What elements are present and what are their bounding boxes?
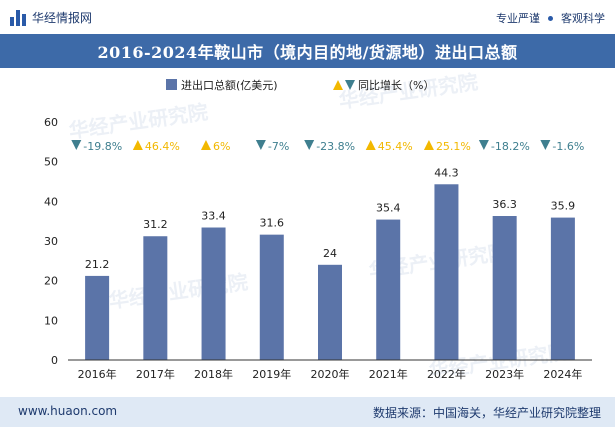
footer-url[interactable]: www.huaon.com (18, 404, 118, 418)
brand-logo-icon (10, 9, 26, 26)
bar (85, 275, 110, 360)
x-tick-label: 2016年 (78, 367, 117, 381)
bar (376, 219, 401, 360)
legend-bar-label: 进出口总额(亿美元) (181, 78, 278, 92)
growth-down-triangle-icon (255, 140, 266, 150)
y-tick-label: 10 (44, 314, 58, 327)
footer-source: 数据来源：中国海关，华经产业研究院整理 (372, 406, 601, 420)
growth-value-label: -18.2% (491, 140, 530, 153)
bar (201, 227, 226, 360)
bar-value-label: 36.3 (492, 198, 517, 211)
growth-value-label: 45.4% (378, 140, 413, 153)
top-bar: 华经情报网 专业严谨 客观科学 (0, 0, 615, 34)
tagline-left: 专业严谨 (496, 12, 540, 25)
x-tick-label: 2017年 (136, 367, 175, 381)
y-axis: 0 10 20 30 40 50 60 (44, 116, 58, 367)
growth-value-label: 6% (213, 140, 230, 153)
growth-up-triangle-icon (132, 140, 143, 150)
growth-labels: -19.8% 46.4% 6% -7% -23.8% 45.4% 25.1% -18.2% -1… (71, 140, 584, 153)
y-tick-label: 30 (44, 235, 58, 248)
growth-value-label: -1.6% (552, 140, 584, 153)
bar-value-label: 35.4 (376, 202, 401, 215)
bar (318, 264, 342, 360)
chart-title: 2016-2024年鞍山市（境内目的地/货源地）进出口总额 (97, 43, 518, 62)
legend-down-triangle-icon (345, 80, 355, 90)
growth-down-triangle-icon (540, 140, 551, 150)
bar (259, 234, 284, 360)
tagline-right: 客观科学 (561, 12, 605, 25)
bar-value-label: 44.3 (434, 166, 459, 179)
growth-value-label: 46.4% (145, 140, 180, 153)
bar-value-label: 24 (323, 247, 337, 260)
x-tick-label: 2020年 (311, 367, 350, 381)
legend: 进出口总额(亿美元) 同比增长（%） (166, 78, 434, 92)
legend-up-triangle-icon (333, 80, 343, 90)
value-labels: 21.2 31.2 33.4 31.6 24 35.4 44.3 36.3 35.9 (85, 166, 575, 271)
growth-up-triangle-icon (423, 140, 434, 150)
y-tick-label: 50 (44, 156, 58, 169)
bar (434, 184, 459, 360)
growth-value-label: -19.8% (83, 140, 122, 153)
legend-bar-swatch-icon (166, 79, 177, 90)
bars (85, 184, 575, 360)
bar (492, 216, 517, 360)
growth-up-triangle-icon (200, 140, 211, 150)
tagline: 专业严谨 客观科学 (496, 10, 605, 26)
footer: www.huaon.com 数据来源：中国海关，华经产业研究院整理 (0, 397, 615, 427)
growth-down-triangle-icon (304, 140, 315, 150)
bar (550, 217, 575, 360)
x-tick-label: 2018年 (194, 367, 233, 381)
growth-down-triangle-icon (478, 140, 489, 150)
brand[interactable]: 华经情报网 (10, 9, 92, 26)
chart-area: 华经产业研究院 华经产业研究院 华经产业研究院 华经产业研究院 华经产业研究院 … (44, 70, 592, 383)
brand-name: 华经情报网 (32, 11, 93, 25)
dot-separator-icon (548, 15, 553, 21)
bar-value-label: 33.4 (201, 210, 226, 223)
growth-value-label: -23.8% (316, 140, 355, 153)
x-tick-label: 2022年 (427, 367, 466, 381)
y-tick-label: 0 (51, 354, 58, 367)
y-tick-label: 60 (44, 116, 58, 129)
bar-value-label: 31.2 (143, 218, 168, 231)
x-tick-label: 2021年 (369, 367, 408, 381)
growth-value-label: 25.1% (436, 140, 471, 153)
x-tick-label: 2019年 (252, 367, 291, 381)
x-tick-label: 2023年 (485, 367, 524, 381)
growth-up-triangle-icon (365, 140, 376, 150)
watermark: 华经产业研究院 (107, 270, 249, 313)
x-axis: 2016年 2017年 2018年 2019年 2020年 2021年 2022年 2023年… (68, 359, 592, 381)
y-tick-label: 40 (44, 195, 58, 208)
x-tick-label: 2024年 (543, 367, 582, 381)
watermark: 华经产业研究院 (67, 100, 209, 143)
growth-down-triangle-icon (71, 140, 82, 150)
growth-value-label: -7% (268, 140, 289, 153)
y-tick-label: 20 (44, 275, 58, 288)
bar (143, 236, 168, 360)
bar-value-label: 31.6 (260, 217, 285, 230)
chart-title-band: 2016-2024年鞍山市（境内目的地/货源地）进出口总额 (0, 34, 615, 68)
bar-value-label: 21.2 (85, 258, 110, 271)
legend-growth-label: 同比增长（%） (358, 78, 434, 92)
bar-value-label: 35.9 (551, 200, 576, 213)
